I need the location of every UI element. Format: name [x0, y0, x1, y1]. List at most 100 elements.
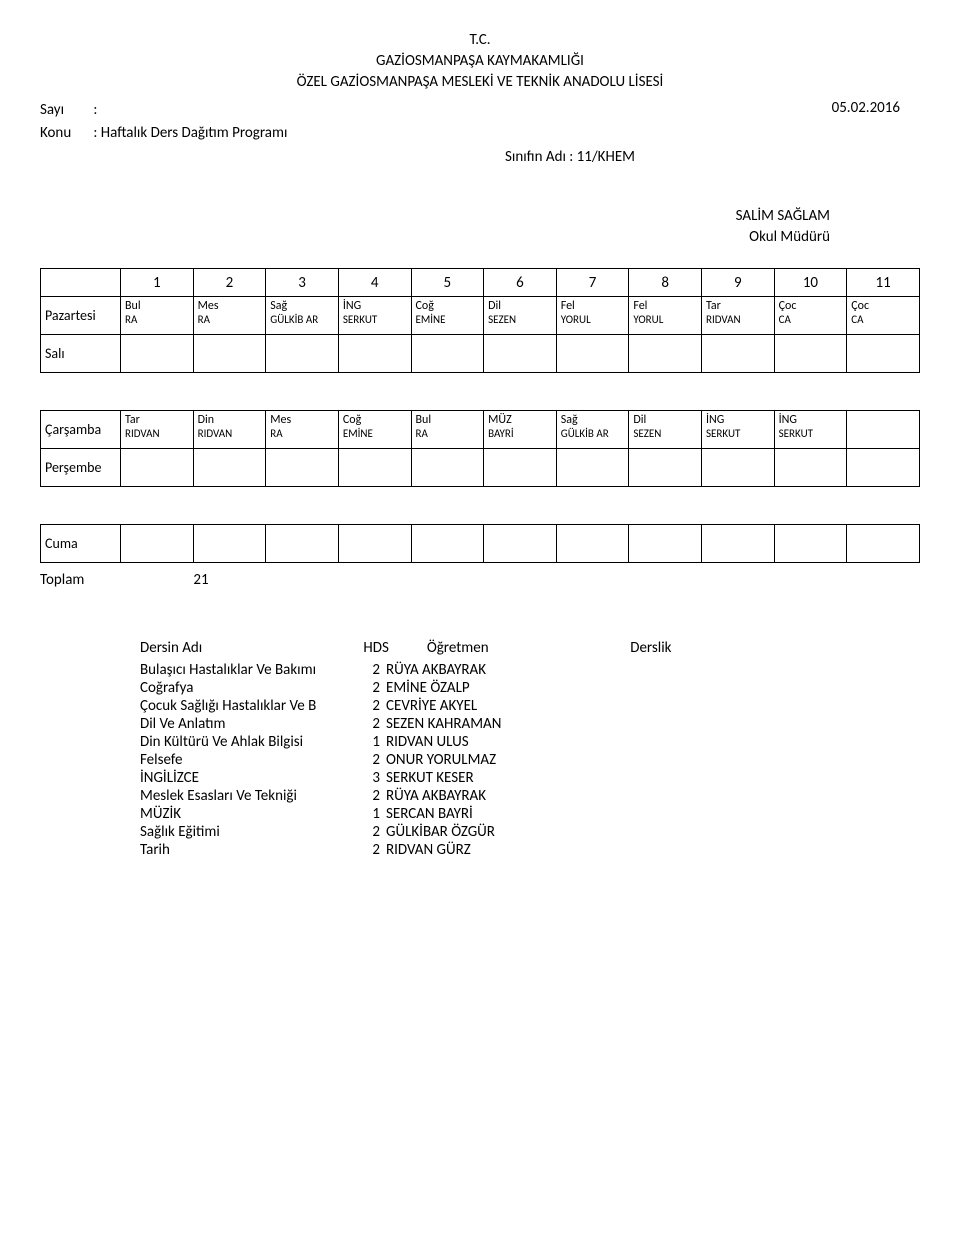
course-teacher: SERKUT KESER	[380, 769, 620, 787]
course-row: Coğrafya2EMİNE ÖZALP	[140, 679, 920, 697]
slot-cell: MesRA	[193, 297, 266, 335]
slot-cell	[702, 449, 775, 487]
course-row: MÜZİK1SERCAN BAYRİ	[140, 805, 920, 823]
slot-teacher: RIDVAN	[198, 427, 262, 440]
course-row: Tarih2RIDVAN GÜRZ	[140, 841, 920, 859]
day-row: ÇarşambaTarRIDVANDinRIDVANMesRACoğEMİNEB…	[41, 411, 920, 449]
slot-cell	[702, 525, 775, 563]
course-teacher: GÜLKİBAR ÖZGÜR	[380, 823, 620, 841]
col-teacher: Öğretmen	[427, 639, 627, 657]
period-header: 10	[774, 269, 847, 297]
spacer-row	[41, 487, 920, 525]
col-room: Derslik	[630, 639, 671, 657]
slot-cell: FelYORUL	[629, 297, 702, 335]
slot-cell: FelYORUL	[556, 297, 629, 335]
slot-teacher: RIDVAN	[706, 313, 770, 326]
slot-teacher: RIDVAN	[125, 427, 189, 440]
course-teacher: SERCAN BAYRİ	[380, 805, 620, 823]
slot-cell: İNGSERKUT	[702, 411, 775, 449]
slot-cell: DilSEZEN	[484, 297, 557, 335]
course-hds: 2	[360, 715, 380, 733]
slot-cell: BulRA	[121, 297, 194, 335]
course-hds: 3	[360, 769, 380, 787]
slot-cell	[774, 449, 847, 487]
slot-course: Dil	[633, 413, 697, 427]
day-name-cell: Çarşamba	[41, 411, 121, 449]
course-row: İNGİLİZCE3SERKUT KESER	[140, 769, 920, 787]
slot-cell	[847, 449, 920, 487]
slot-course: İNG	[706, 413, 770, 427]
course-name: İNGİLİZCE	[140, 769, 360, 787]
course-name: Çocuk Sağlığı Hastalıklar Ve B	[140, 697, 360, 715]
slot-cell: TarRIDVAN	[702, 297, 775, 335]
slot-cell: TarRIDVAN	[121, 411, 194, 449]
slot-cell	[121, 449, 194, 487]
slot-cell	[193, 449, 266, 487]
course-teacher: EMİNE ÖZALP	[380, 679, 620, 697]
slot-cell	[847, 525, 920, 563]
spacer-cell	[41, 487, 920, 525]
course-row: Dil Ve Anlatım2SEZEN KAHRAMAN	[140, 715, 920, 733]
slot-cell	[121, 335, 194, 373]
slot-course: Çoc	[779, 299, 843, 313]
slot-course: İNG	[343, 299, 407, 313]
course-hds: 2	[360, 661, 380, 679]
period-header: 8	[629, 269, 702, 297]
slot-cell: MesRA	[266, 411, 339, 449]
course-row: Sağlık Eğitimi2GÜLKİBAR ÖZGÜR	[140, 823, 920, 841]
slot-cell	[266, 449, 339, 487]
course-hds: 2	[360, 679, 380, 697]
slot-cell	[338, 335, 411, 373]
class-title: Sınıfın Adı : 11/KHEM	[220, 148, 920, 166]
slot-cell	[266, 335, 339, 373]
slot-cell	[411, 449, 484, 487]
slot-teacher: YORUL	[561, 313, 625, 326]
slot-teacher: GÜLKİB AR	[561, 427, 625, 440]
slot-cell: DinRIDVAN	[193, 411, 266, 449]
course-name: Meslek Esasları Ve Tekniği	[140, 787, 360, 805]
slot-cell: MÜZBAYRİ	[484, 411, 557, 449]
slot-cell	[702, 335, 775, 373]
slot-course: Tar	[125, 413, 189, 427]
slot-course: Fel	[633, 299, 697, 313]
course-hds: 1	[360, 733, 380, 751]
period-header-row: 1234567891011	[41, 269, 920, 297]
header-line-2: GAZİOSMANPAŞA KAYMAKAMLIĞI	[40, 51, 920, 72]
slot-cell	[556, 525, 629, 563]
slot-cell	[556, 335, 629, 373]
slot-course: Coğ	[416, 299, 480, 313]
schedule-table: 1234567891011 PazartesiBulRAMesRASağGÜLK…	[40, 268, 920, 563]
corner-cell	[41, 269, 121, 297]
slot-cell	[193, 335, 266, 373]
sayi-value: :	[93, 101, 97, 119]
document-header: T.C. GAZİOSMANPAŞA KAYMAKAMLIĞI ÖZEL GAZ…	[40, 30, 920, 93]
course-list: Dersin Adı HDS Öğretmen Derslik Bulaşıcı…	[140, 639, 920, 859]
slot-teacher: EMİNE	[343, 427, 407, 440]
slot-cell: İNGSERKUT	[338, 297, 411, 335]
slot-course: Bul	[125, 299, 189, 313]
period-header: 1	[121, 269, 194, 297]
slot-teacher: CA	[851, 313, 915, 326]
slot-course: Dil	[488, 299, 552, 313]
slot-course: Coğ	[343, 413, 407, 427]
course-hds: 2	[360, 823, 380, 841]
course-hds: 2	[360, 697, 380, 715]
slot-course: Mes	[270, 413, 334, 427]
period-header: 2	[193, 269, 266, 297]
slot-cell	[774, 525, 847, 563]
slot-cell: DilSEZEN	[629, 411, 702, 449]
course-hds: 2	[360, 787, 380, 805]
slot-cell: ÇocCA	[774, 297, 847, 335]
slot-cell	[556, 449, 629, 487]
slot-cell	[484, 525, 557, 563]
day-row: Perşembe	[41, 449, 920, 487]
slot-teacher: SEZEN	[488, 313, 552, 326]
slot-cell	[629, 335, 702, 373]
period-header: 4	[338, 269, 411, 297]
course-name: Felsefe	[140, 751, 360, 769]
slot-cell	[629, 525, 702, 563]
slot-teacher: RA	[125, 313, 189, 326]
course-name: Bulaşıcı Hastalıklar Ve Bakımı	[140, 661, 360, 679]
spacer-cell	[41, 373, 920, 411]
total-line: Toplam 21	[40, 571, 920, 589]
